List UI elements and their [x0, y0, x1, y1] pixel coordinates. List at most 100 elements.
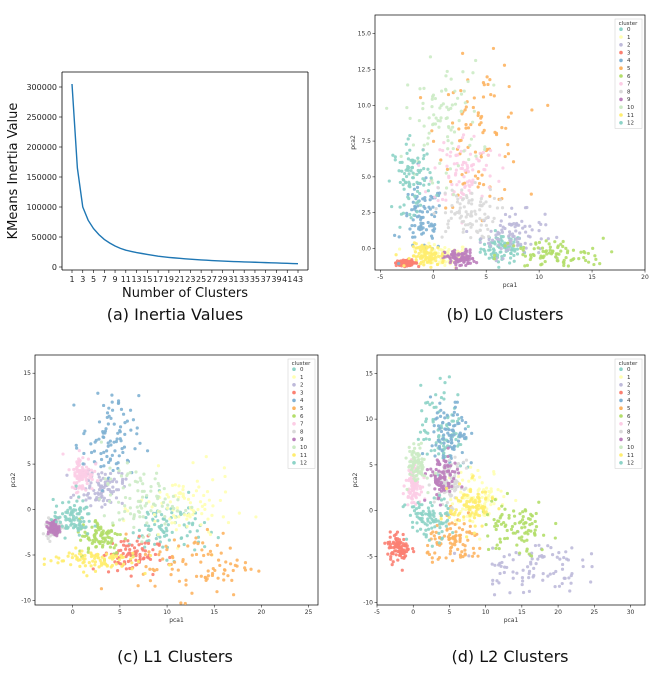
point-cluster-12: [74, 484, 78, 488]
point-cluster-9: [49, 528, 53, 533]
point-cluster-8: [454, 482, 458, 486]
point-cluster-3: [394, 537, 398, 541]
point-cluster-2: [514, 229, 518, 233]
point-cluster-5: [147, 550, 151, 554]
point-cluster-12: [60, 512, 65, 516]
point-cluster-0: [137, 528, 142, 532]
point-cluster-4: [105, 449, 109, 453]
inertia-line: [71, 83, 299, 265]
point-cluster-11: [422, 263, 426, 267]
point-cluster-6: [499, 514, 503, 518]
point-cluster-7: [452, 162, 456, 166]
point-cluster-0: [164, 533, 169, 537]
point-cluster-12: [404, 181, 408, 185]
point-cluster-10: [123, 495, 128, 500]
point-cluster-11: [102, 559, 107, 563]
x-tick-label-a: 1: [69, 275, 74, 284]
point-cluster-12: [420, 513, 425, 517]
point-cluster-11: [83, 564, 88, 568]
point-cluster-3: [396, 558, 400, 562]
point-cluster-6: [533, 519, 537, 524]
point-cluster-12: [406, 195, 410, 199]
point-cluster-7: [444, 198, 448, 202]
point-cluster-9: [468, 251, 472, 255]
point-cluster-5: [231, 593, 236, 597]
point-cluster-10: [140, 495, 145, 499]
point-cluster-1: [177, 495, 181, 499]
point-cluster-6: [497, 547, 501, 551]
point-cluster-2: [499, 219, 503, 223]
point-cluster-6: [556, 244, 560, 248]
point-cluster-7: [484, 163, 489, 167]
legend-label-d: 1: [627, 375, 631, 381]
x-tick-label-d: 30: [627, 609, 635, 616]
point-cluster-1: [203, 502, 207, 507]
point-cluster-3: [158, 558, 162, 562]
y-tick-label-d: 0: [369, 508, 373, 515]
x-tick-label-c: 25: [305, 609, 313, 616]
point-cluster-3: [388, 545, 392, 549]
point-cluster-10: [417, 453, 421, 457]
point-cluster-7: [497, 179, 501, 183]
point-cluster-7: [414, 496, 418, 500]
point-cluster-12: [416, 156, 420, 160]
point-cluster-4: [410, 223, 414, 228]
point-cluster-10: [457, 119, 461, 123]
point-cluster-12: [53, 510, 57, 515]
point-cluster-5: [439, 158, 443, 162]
y-tick-label-c: 15: [23, 370, 31, 377]
point-cluster-12: [399, 212, 404, 216]
point-cluster-1: [459, 490, 463, 494]
point-cluster-10: [459, 92, 464, 96]
point-cluster-6: [494, 521, 498, 526]
point-cluster-3: [153, 552, 158, 557]
point-cluster-5: [448, 549, 453, 553]
point-cluster-5: [471, 105, 475, 110]
point-cluster-10: [446, 135, 450, 139]
point-cluster-11: [83, 553, 87, 558]
point-cluster-8: [488, 204, 492, 209]
point-cluster-6: [96, 525, 100, 530]
x-tick-label-c: 5: [118, 609, 122, 616]
point-cluster-11: [444, 486, 449, 491]
point-cluster-8: [474, 219, 478, 223]
point-cluster-1: [443, 246, 447, 250]
point-cluster-6: [554, 521, 558, 526]
point-cluster-0: [153, 542, 157, 546]
point-cluster-6: [505, 491, 510, 496]
point-cluster-1: [254, 515, 258, 519]
point-cluster-12: [78, 525, 82, 529]
point-cluster-7: [402, 484, 406, 488]
point-cluster-5: [506, 143, 510, 147]
point-cluster-9: [466, 261, 470, 266]
point-cluster-5: [456, 547, 460, 551]
point-cluster-4: [397, 235, 401, 239]
y-tick-label-b: 7.5: [361, 138, 371, 145]
point-cluster-5: [489, 92, 493, 97]
point-cluster-11: [473, 524, 477, 528]
point-cluster-2: [530, 551, 534, 555]
point-cluster-9: [433, 476, 438, 480]
point-cluster-0: [418, 430, 423, 434]
point-cluster-10: [428, 55, 433, 59]
point-cluster-0: [445, 423, 449, 428]
point-cluster-8: [434, 207, 438, 211]
point-cluster-3: [138, 555, 142, 559]
point-cluster-6: [529, 255, 533, 260]
legend-marker-d: [619, 414, 623, 418]
point-cluster-6: [521, 510, 525, 514]
legend-marker-b: [619, 50, 623, 55]
point-cluster-11: [42, 557, 47, 561]
point-cluster-5: [426, 543, 430, 548]
x-tick-label-a: 39: [271, 275, 281, 284]
point-cluster-3: [393, 549, 397, 553]
point-cluster-5: [155, 567, 159, 572]
point-cluster-9: [443, 476, 447, 480]
x-tick-label-a: 27: [207, 275, 217, 284]
point-cluster-6: [101, 536, 105, 541]
point-cluster-9: [431, 470, 435, 474]
point-cluster-12: [432, 496, 436, 500]
point-cluster-4: [83, 429, 87, 433]
point-cluster-2: [100, 505, 104, 509]
point-cluster-11: [98, 558, 102, 562]
